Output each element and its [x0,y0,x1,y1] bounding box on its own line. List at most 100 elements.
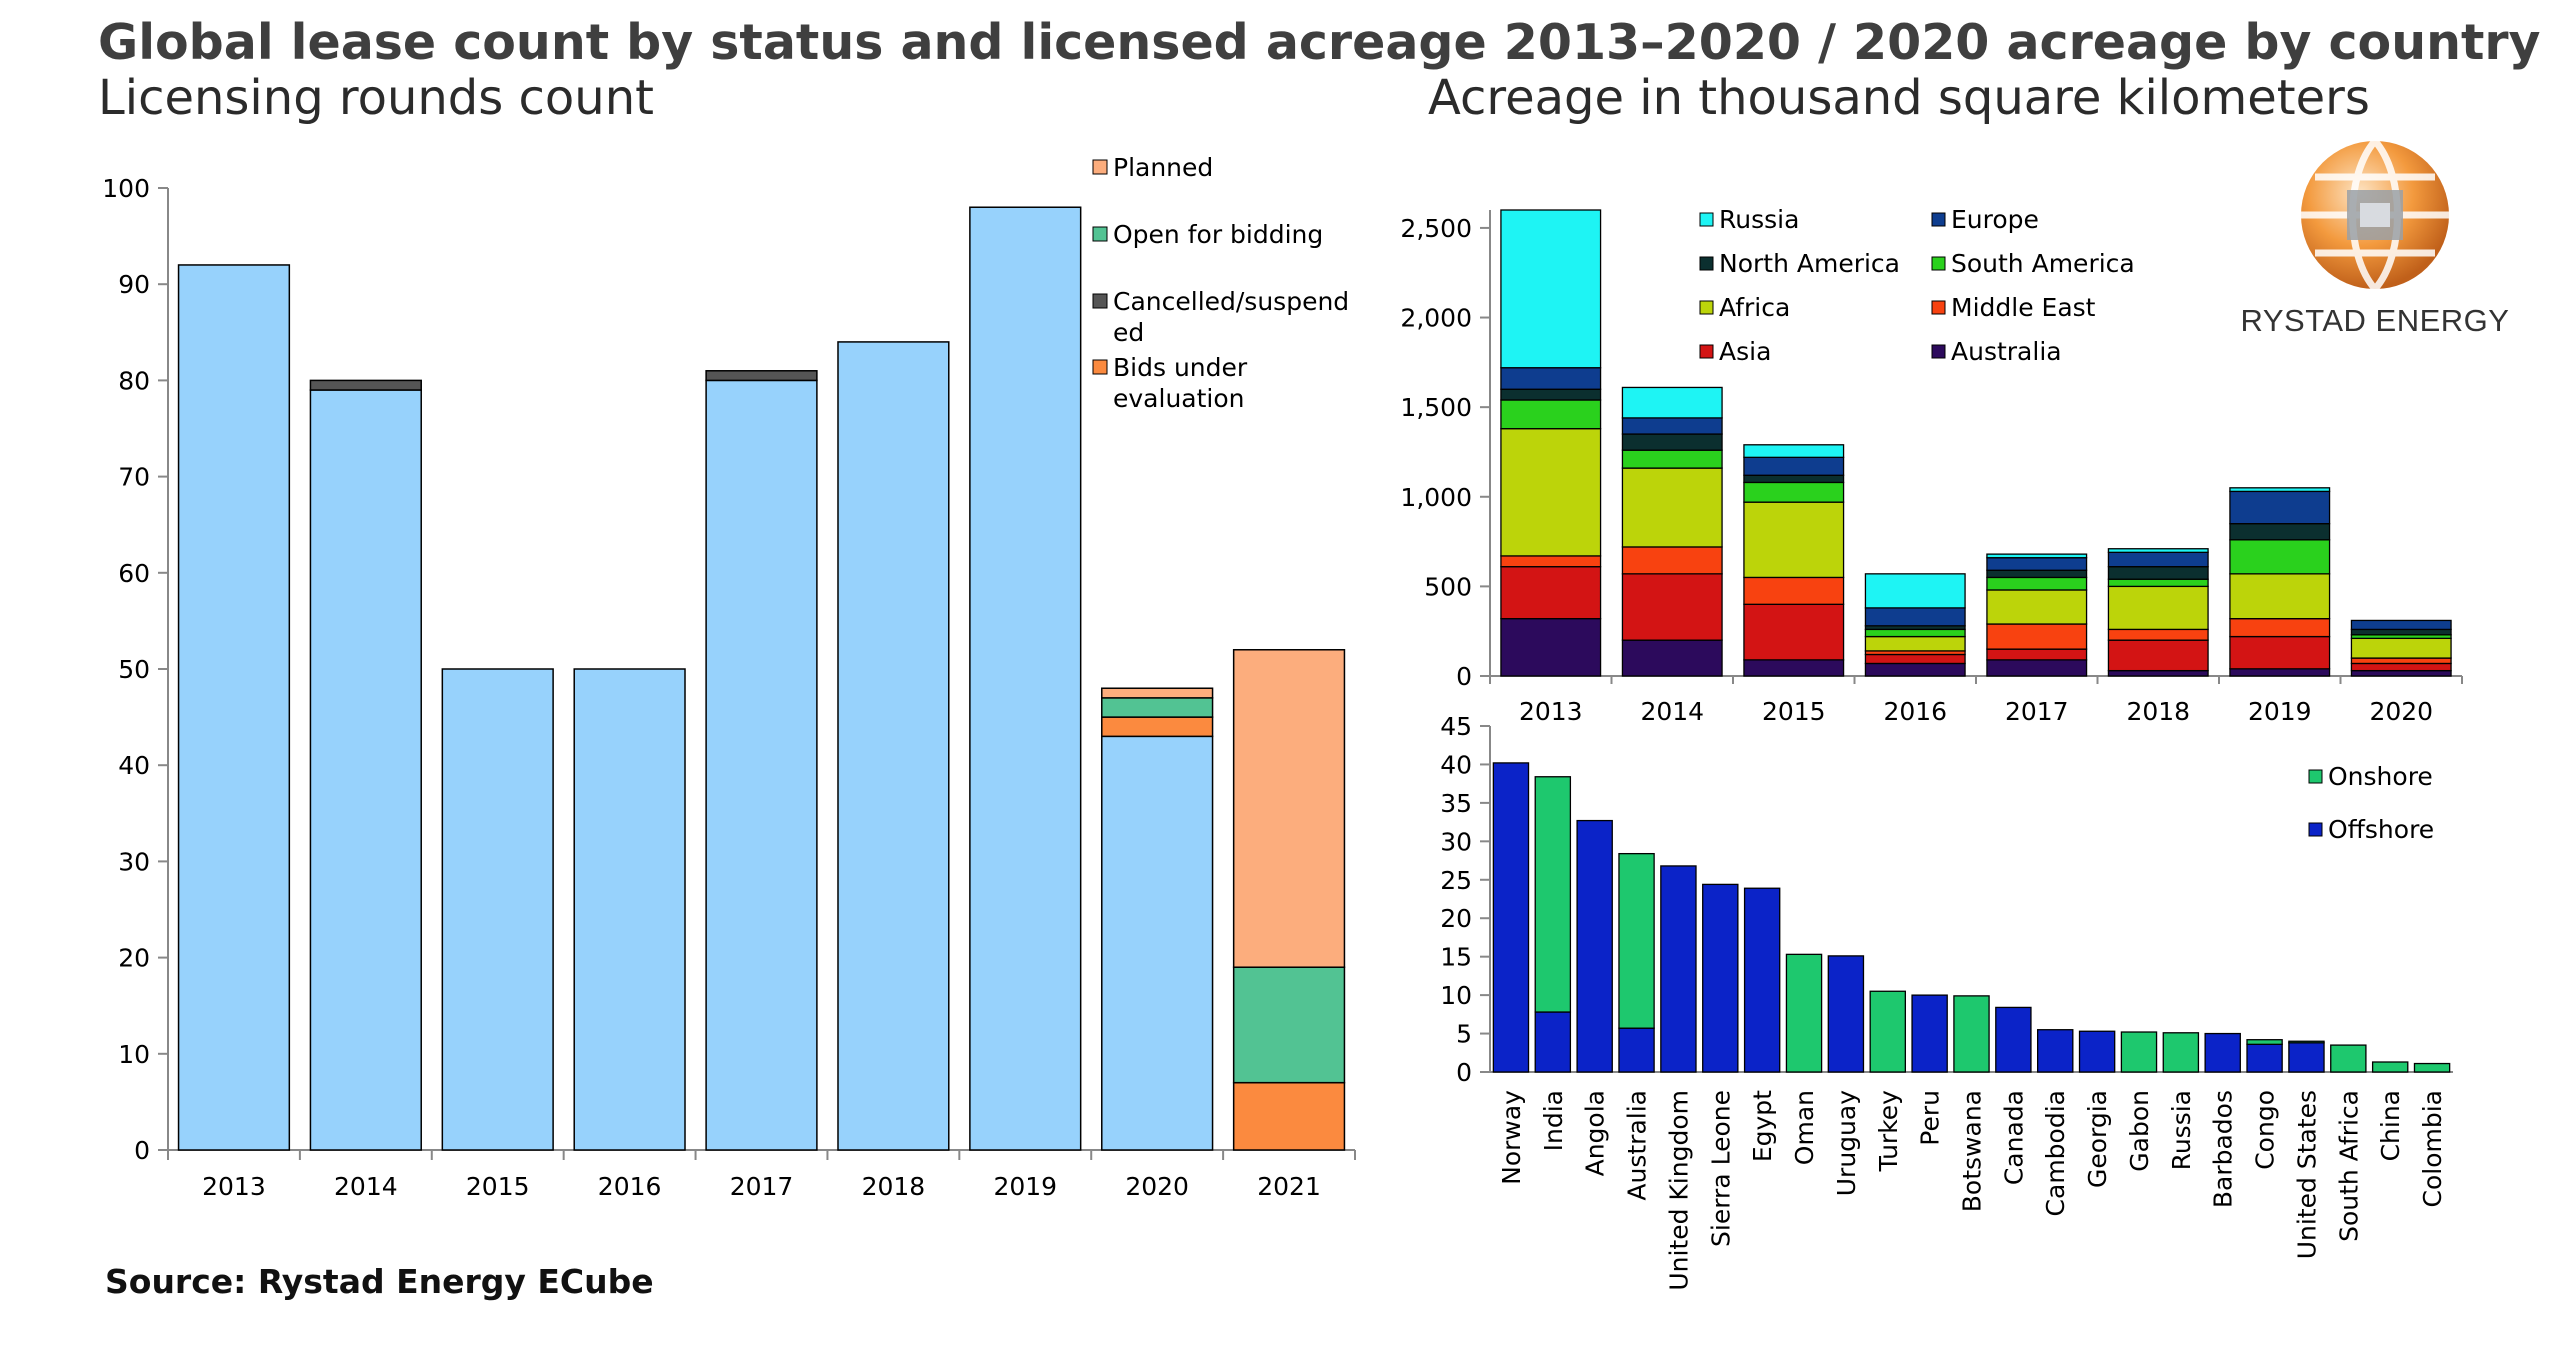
bar-awarded-2013 [177,264,291,1151]
bar-africa-2013 [1500,428,1602,557]
legend-swatch-north-america [1699,256,1714,271]
legend-swatch-evaluation [1092,359,1108,375]
bar-russia-2014 [1621,386,1723,419]
bar-south-america-2018 [2107,578,2209,588]
bar-open-2021 [1232,966,1346,1084]
y-tick-label: 15 [1440,943,1472,972]
country-label: Barbados [2209,1090,2238,1208]
bar-russia-2013 [1500,209,1602,369]
bar-russia-2016 [1864,573,1966,609]
rystad-globe-icon [2301,138,2449,292]
country-label: Canada [1999,1090,2028,1185]
bar-europe-2018 [2107,551,2209,568]
country-label: South Africa [2334,1090,2363,1242]
bar-offshore-congo [2246,1043,2283,1073]
bar-australia-2019 [2229,668,2331,677]
bar-africa-2020 [2350,637,2452,659]
bar-awarded-2020 [1101,735,1214,1151]
y-tick-label: 10 [1440,981,1472,1010]
country-label: Norway [1497,1090,1526,1185]
y-tick-label: 70 [118,463,150,492]
bar-europe-2017 [1986,557,2088,571]
bar-offshore-angola [1576,819,1613,1073]
legend-swatch-cancelled [1092,293,1108,309]
legend-swatch-australia [1931,344,1946,359]
legend-label-onshore: Onshore [2328,762,2433,791]
y-tick-label: 60 [118,559,150,588]
bar-asia-2019 [2229,635,2331,670]
left-chart-subtitle: Licensing rounds count [98,70,654,126]
bar-europe-2020 [2350,619,2452,631]
rystad-logo: RYSTAD ENERGY [2225,135,2525,355]
bar-australia-2017 [1986,659,2088,677]
legend-label-africa: Africa [1719,293,1790,322]
bar-australia-2014 [1621,639,1723,677]
bar-awarded-2019 [969,206,1082,1151]
legend-label-south-america: South America [1951,249,2135,278]
country-label: Peru [1916,1090,1945,1146]
y-tick-label: 30 [118,847,150,876]
bar-south-america-2015 [1743,481,1845,503]
country-label: Australia [1623,1090,1652,1201]
bar-south-america-2019 [2229,539,2331,575]
legend-swatch-africa [1699,300,1714,315]
x-tick-label: 2015 [466,1172,530,1201]
legend-label-planned: Planned [1113,153,1213,182]
country-label: Egypt [1748,1090,1777,1162]
country-label: India [1539,1090,1568,1151]
legend-swatch-onshore [2308,769,2323,784]
bar-russia-2019 [2229,487,2331,493]
bar-onshore-botswana [1953,995,1990,1073]
bar-north-america-2017 [1986,569,2088,579]
bar-middle-east-2014 [1621,546,1723,575]
y-tick-label: 20 [118,944,150,973]
bar-offshore-peru [1911,994,1948,1073]
country-label: Colombia [2418,1090,2447,1207]
x-tick-label: 2016 [1883,697,1947,726]
y-tick-label: 100 [102,174,150,203]
x-tick-label: 2018 [862,1172,926,1201]
bar-planned-2021 [1232,649,1346,968]
y-tick-label: 45 [1440,712,1472,741]
bar-australia-2016 [1864,662,1966,677]
bar-onshore-united-states [2288,1040,2325,1044]
legend-label-australia: Australia [1951,337,2062,366]
bar-offshore-georgia [2078,1030,2116,1073]
legend-label-north-america: North America [1719,249,1900,278]
y-tick-label: 25 [1440,866,1472,895]
bar-africa-2018 [2107,585,2209,631]
y-tick-label: 40 [1440,750,1472,779]
bar-europe-2014 [1621,417,1723,435]
country-label: United Kingdom [1664,1090,1693,1291]
bar-onshore-india [1534,776,1572,1013]
bar-middle-east-2017 [1986,623,2088,650]
x-tick-label: 2017 [2005,697,2069,726]
bar-south-america-2016 [1864,628,1966,638]
bar-awarded-2015 [441,668,554,1151]
country-label: Russia [2167,1090,2196,1170]
bar-russia-2015 [1743,444,1845,458]
bar-europe-2019 [2229,490,2331,525]
y-tick-label: 5 [1456,1020,1472,1049]
bar-australia-2013 [1500,617,1602,677]
bar-australia-2018 [2107,669,2209,677]
bar-africa-2017 [1986,589,2088,625]
bar-cancelled-2014 [309,379,422,391]
bar-russia-2017 [1986,553,2088,559]
country-label: Uruguay [1832,1090,1861,1196]
legend-label-open: Open for bidding [1113,220,1323,249]
bar-evaluation-2021 [1232,1081,1346,1151]
bar-russia-2018 [2107,548,2209,553]
bar-onshore-russia [2162,1032,2200,1073]
bar-offshore-egypt [1743,887,1781,1073]
x-tick-label: 2013 [1519,697,1583,726]
right-chart-subtitle: Acreage in thousand square kilometers [1428,70,2370,126]
legend-swatch-middle-east [1931,300,1946,315]
bar-asia-2017 [1986,648,2088,661]
x-tick-label: 2015 [1762,697,1826,726]
bar-middle-east-2015 [1743,576,1845,605]
bar-africa-2016 [1864,635,1966,652]
bar-offshore-sierra-leone [1702,883,1739,1073]
bar-asia-2014 [1621,573,1723,641]
